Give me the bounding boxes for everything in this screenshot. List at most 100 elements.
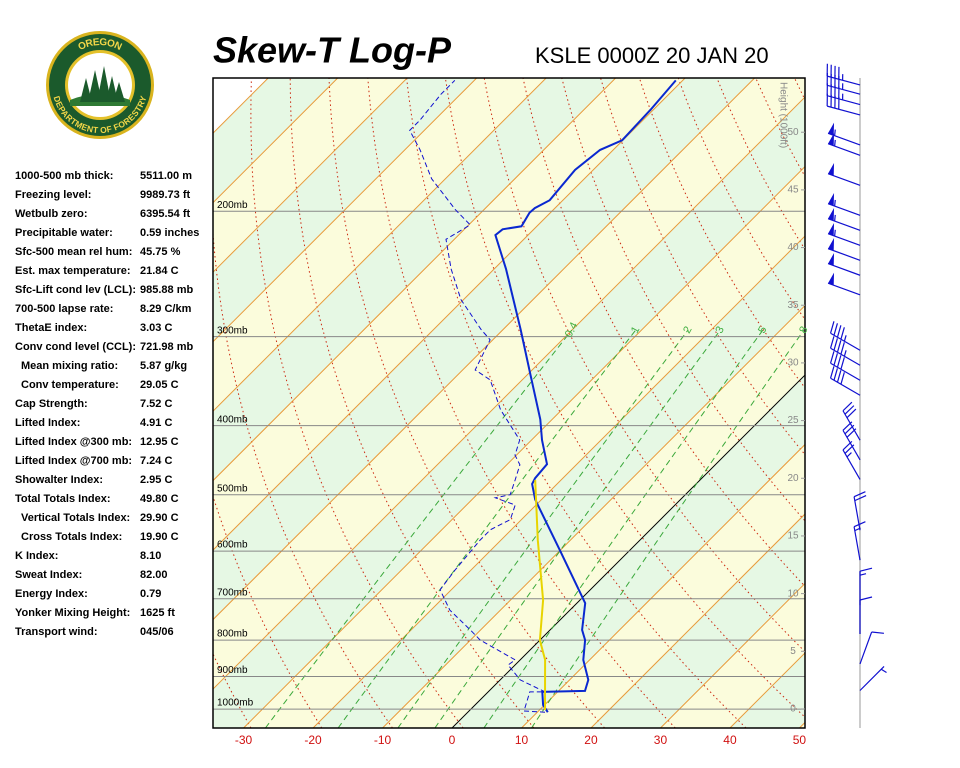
isotherm	[213, 96, 805, 690]
wind-barb	[829, 351, 861, 381]
wind-barbs	[826, 63, 887, 691]
temperature-band	[799, 722, 805, 728]
index-label: ThetaE index:	[15, 322, 87, 334]
index-value: 045/06	[140, 626, 174, 638]
index-label: Cross Totals Index:	[21, 531, 122, 543]
wind-barb	[859, 631, 884, 665]
index-value: 29.90 C	[140, 512, 179, 524]
wind-barb	[827, 208, 861, 231]
y2-tick-label: 40	[787, 242, 799, 253]
index-label: Est. max temperature:	[15, 265, 131, 277]
mixing-ratio-label: 8	[797, 324, 810, 335]
index-label: Sfc-Lift cond lev (LCL):	[15, 284, 136, 296]
wind-barb	[827, 133, 861, 156]
wind-barb	[829, 366, 861, 396]
index-value: 29.05 C	[140, 379, 179, 391]
dry-adiabat	[367, 78, 676, 728]
dry-adiabat	[600, 78, 805, 456]
wind-barb	[859, 666, 887, 691]
y-tick-label: 700mb	[217, 587, 248, 598]
mixing-ratio-label: 1	[629, 324, 642, 335]
temperature-band	[213, 97, 805, 728]
wind-barb	[826, 83, 861, 106]
y2-tick-label: 5	[790, 646, 796, 657]
x-tick-label: 30	[654, 733, 668, 747]
y-tick-label: 500mb	[217, 483, 248, 494]
index-value: 721.98 mb	[140, 341, 193, 353]
grid-line	[451, 374, 805, 728]
y-tick-label: 600mb	[217, 540, 248, 551]
index-value: 8.10	[140, 550, 161, 562]
grid-line	[243, 165, 805, 728]
index-value: 4.91 C	[140, 417, 172, 429]
index-value: 5.87 g/kg	[140, 360, 187, 372]
y-tick-label: 800mb	[217, 629, 248, 640]
dry-adiabat	[213, 78, 393, 728]
isotherm	[869, 78, 960, 728]
mixing-ratio-line	[531, 329, 805, 728]
y2-tick-label: 35	[787, 300, 799, 311]
index-label: Showalter Index:	[15, 474, 103, 486]
dry-adiabat	[561, 78, 805, 522]
index-label: Lifted Index @300 mb:	[15, 436, 132, 448]
x-tick-label: 10	[515, 733, 529, 747]
wind-barb	[826, 63, 861, 86]
index-label: 1000-500 mb thick:	[15, 170, 113, 182]
mixing-ratio-line	[483, 329, 764, 728]
mixing-ratio-label: 5	[756, 324, 769, 335]
x-tick-label: 50	[793, 733, 807, 747]
wind-barb	[829, 336, 861, 366]
wind-barb	[842, 440, 861, 480]
logo-text: OREGON	[76, 36, 123, 52]
grid-line	[382, 304, 805, 728]
index-label: Conv temperature:	[21, 379, 119, 391]
index-label: Precipitable water:	[15, 227, 113, 239]
wind-barb	[827, 223, 861, 246]
index-value: 45.75 %	[140, 246, 181, 258]
index-value: 0.79	[140, 588, 161, 600]
index-value: 9989.73 ft	[140, 189, 190, 201]
plot-border	[212, 77, 806, 729]
y-tick-label: 1000mb	[217, 698, 254, 709]
index-label: Transport wind:	[15, 626, 98, 638]
x-tick-label: 20	[584, 733, 598, 747]
logo: OREGON DEPARTMENT OF FORESTRY	[46, 31, 154, 139]
index-label: Sweat Index:	[15, 569, 82, 581]
indices-table: 1000-500 mb thick: 5511.00 m Freezing leve…	[15, 170, 199, 638]
index-value: 0.59 inches	[140, 227, 199, 239]
wind-barb	[859, 596, 873, 634]
index-label: Wetbulb zero:	[15, 208, 88, 220]
axis-labels: 0.4 1 2 3 5 81000mb900mb800mb700mb600mb500mb4…	[217, 82, 811, 747]
sounding-line	[409, 80, 546, 713]
sounding-line	[494, 79, 677, 713]
wind-barb	[827, 193, 861, 216]
wind-barb	[842, 421, 861, 461]
grid-line	[590, 513, 805, 728]
index-value: 6395.54 ft	[140, 208, 190, 220]
temperature-band	[213, 78, 805, 690]
index-value: 7.24 C	[140, 455, 172, 467]
chart-title: Skew-T Log-P	[213, 30, 452, 71]
index-value: 985.88 mb	[140, 284, 193, 296]
y2-tick-label: 30	[787, 358, 799, 369]
dry-adiabat	[911, 78, 960, 728]
index-value: 49.80 C	[140, 493, 179, 505]
index-value: 7.52 C	[140, 398, 172, 410]
mixing-ratio-label: 3	[713, 324, 726, 335]
index-label: Conv cond level (CCL):	[15, 341, 136, 353]
x-tick-label: -10	[374, 733, 392, 747]
wind-barb	[827, 253, 861, 276]
isotherm	[213, 78, 339, 204]
wind-barb	[829, 321, 861, 351]
index-label: K Index:	[15, 550, 58, 562]
index-value: 5511.00 m	[140, 170, 192, 182]
y2-tick-label: 10	[787, 588, 799, 599]
chart-subtitle: KSLE 0000Z 20 JAN 20	[535, 43, 769, 68]
x-tick-label: -30	[235, 733, 253, 747]
mixing-ratio-line	[434, 329, 721, 728]
dry-adiabat	[677, 78, 805, 321]
grid-line	[660, 582, 805, 728]
index-label: Energy Index:	[15, 588, 88, 600]
y2-axis-label: Height (1000ft)	[777, 82, 788, 148]
mixing-ratio-label: 2	[681, 324, 694, 335]
